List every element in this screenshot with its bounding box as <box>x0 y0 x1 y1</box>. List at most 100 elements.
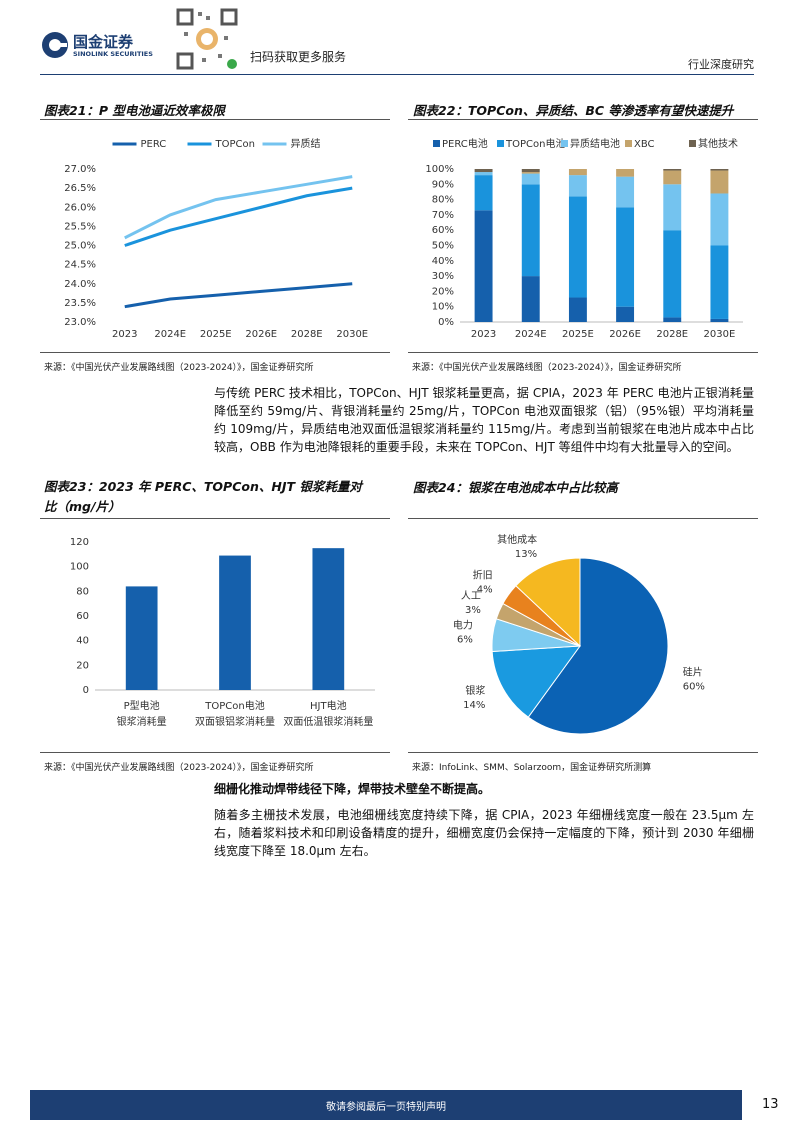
bar-segment <box>710 170 729 194</box>
bar-segment <box>616 169 635 177</box>
pie-label: 其他成本 <box>497 533 537 546</box>
logo-cn: 国金证券 <box>73 33 134 51</box>
y-tick-label: 23.5% <box>64 298 96 309</box>
figure-rule <box>40 518 390 519</box>
logo-en: SINOLINK SECURITIES <box>73 50 153 58</box>
bar-segment <box>710 318 729 322</box>
y-tick-label: 27.0% <box>64 164 96 175</box>
bar-segment <box>474 210 493 322</box>
bar-segment <box>663 230 682 318</box>
bar-segment <box>568 175 587 197</box>
y-tick-label: 20 <box>76 660 89 671</box>
y-tick-label: 26.0% <box>64 202 96 213</box>
x-tick-label: 双面银铝浆消耗量 <box>195 715 275 728</box>
bar-segment <box>474 172 493 176</box>
y-tick-label: 40% <box>432 256 454 267</box>
pie-value-label: 14% <box>463 700 485 711</box>
paragraph: 与传统 PERC 技术相比，TOPCon、HJT 银浆耗量更高，据 CPIA，2… <box>214 386 754 454</box>
y-tick-label: 20% <box>432 286 454 297</box>
y-tick-label: 90% <box>432 179 454 190</box>
bar-segment <box>521 184 540 277</box>
legend-label: PERC电池 <box>442 137 488 150</box>
paragraph: 随着多主栅技术发展，电池细栅线宽度持续下降，据 CPIA，2023 年细栅线宽度… <box>214 808 754 858</box>
footer-band <box>30 1090 742 1120</box>
source: 来源：InfoLink、SMM、Solarzoom，国金证券研究所测算 <box>412 763 652 773</box>
x-tick-label: 2026E <box>245 329 277 340</box>
line-series <box>124 186 353 247</box>
bar-segment <box>568 196 587 298</box>
figure-rule <box>40 352 390 353</box>
legend-label: TOPCon电池 <box>505 137 565 150</box>
y-tick-label: 25.0% <box>64 241 96 252</box>
logo-icon <box>42 32 68 58</box>
legend-swatch <box>625 140 632 147</box>
bar-segment <box>568 297 587 322</box>
section-heading: 细栅化推动焊带线径下降，焊带技术壁垒不断提高。 <box>214 782 491 796</box>
bar-segment <box>710 169 729 171</box>
y-tick-label: 80 <box>76 586 89 597</box>
y-tick-label: 100% <box>425 164 454 175</box>
y-tick-label: 40 <box>76 636 89 647</box>
bar-segment <box>663 169 682 171</box>
bar-segment <box>663 184 682 231</box>
header-rule <box>40 74 754 75</box>
y-tick-label: 10% <box>432 302 454 313</box>
x-tick-label: 2030E <box>336 329 368 340</box>
legend-swatch <box>561 140 568 147</box>
chart: PERC TOPCon 异质结 23.0% 23.5% 24.0% 24.5% 25.0% 25… <box>64 137 368 340</box>
y-tick-label: 60% <box>432 225 454 236</box>
figure-rule <box>408 352 758 353</box>
bar-segment <box>474 169 493 173</box>
y-tick-label: 25.5% <box>64 221 96 232</box>
figure-title: 图表24：银浆在电池成本中占比较高 <box>413 480 618 495</box>
y-tick-label: 23.0% <box>64 317 96 328</box>
figure-title: 图表22：TOPCon、异质结、BC 等渗透率有望快速提升 <box>413 103 734 118</box>
legend-label: 其他技术 <box>698 137 738 150</box>
x-tick-label: 2025E <box>200 329 232 340</box>
line-series <box>124 282 353 309</box>
bar-segment <box>521 276 540 322</box>
bar-segment <box>568 169 587 176</box>
pie-slice <box>491 645 582 718</box>
line-series <box>124 175 353 240</box>
figure-title: 图表21：P 型电池逼近效率极限 <box>44 103 225 118</box>
x-tick-label: 2028E <box>291 329 323 340</box>
legend-swatch <box>689 140 696 147</box>
bar-segment <box>521 173 540 185</box>
bar-segment <box>521 172 540 174</box>
bar-segment <box>710 245 729 319</box>
x-tick-label: 2030E <box>704 329 736 340</box>
legend-swatch <box>433 140 440 147</box>
source: 来源：《中国光伏产业发展路线图（2023-2024）》，国金证券研究所 <box>44 363 314 373</box>
pie-value-label: 60% <box>683 681 705 692</box>
pie-slice <box>515 557 581 648</box>
x-tick-label: 2025E <box>562 329 594 340</box>
x-tick-label: TOPCon电池 <box>204 699 264 712</box>
bar-segment <box>521 169 540 173</box>
bar-segment <box>474 175 493 211</box>
pie-label: 电力 <box>453 618 473 631</box>
bar-segment <box>616 306 635 322</box>
y-tick-label: 100 <box>70 562 89 573</box>
bar <box>219 555 251 690</box>
x-tick-label: 2028E <box>656 329 688 340</box>
x-tick-label: P型电池 <box>124 699 160 712</box>
figure-rule <box>408 119 758 120</box>
bar-segment <box>663 170 682 185</box>
chart: 硅片 60% 银浆 14% 电力 6% 人工 3% 折旧 4% 其他成本 13% <box>453 533 705 735</box>
source: 来源：《中国光伏产业发展路线图（2023-2024）》，国金证券研究所 <box>412 363 682 373</box>
chart: PERC电池 TOPCon电池 异质结电池 XBC 其他技术 0% 10% 20% 30% 40%… <box>425 137 743 340</box>
x-tick-label: 2026E <box>609 329 641 340</box>
x-tick-label: 双面低温银浆消耗量 <box>283 715 373 728</box>
pie-label: 银浆 <box>465 684 485 697</box>
y-tick-label: 70% <box>432 210 454 221</box>
x-tick-label: 2024E <box>154 329 186 340</box>
y-tick-label: 24.5% <box>64 260 96 271</box>
legend-swatch <box>497 140 504 147</box>
y-tick-label: 80% <box>432 195 454 206</box>
figure-title: 图表23：2023 年 PERC、TOPCon、HJT 银浆耗量对比（mg/片） <box>44 479 362 514</box>
legend-label: 异质结 <box>291 137 321 150</box>
x-tick-label: 2023 <box>471 329 496 340</box>
pie-slice <box>527 557 669 735</box>
